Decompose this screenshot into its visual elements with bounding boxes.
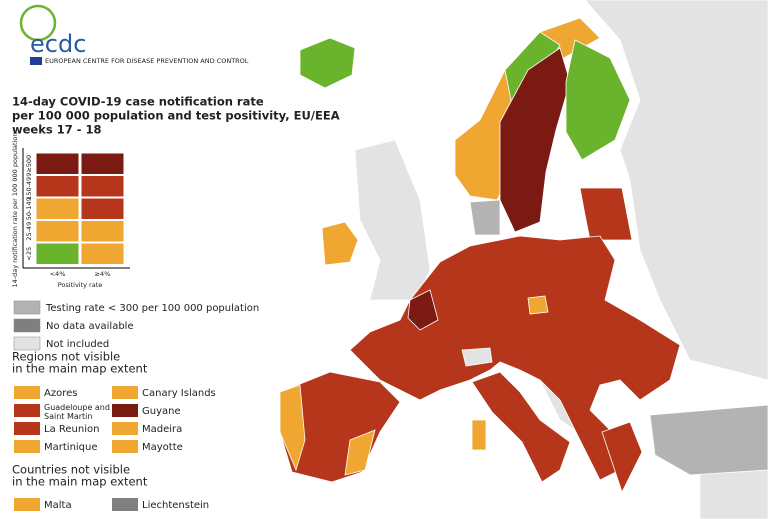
legend-swatch [13,318,41,333]
title-line: per 100 000 population and test positivi… [12,109,340,123]
legend-panel: 14-day COVID-19 case notification ratepe… [11,95,340,511]
matrix-cell [35,242,80,265]
region-label: Madeira [142,424,182,435]
map [279,0,768,519]
row-label: 25-49 [25,222,33,241]
region-swatch [14,386,40,399]
section-heading: in the main map extent [12,475,148,489]
title-line: 14-day COVID-19 case notification rate [12,95,264,109]
legend-label: No data available [46,321,134,332]
logo-globe [19,4,57,42]
region-swatch [112,422,138,435]
logo: ecdc EUROPEAN CENTRE FOR DISEASE PREVENT… [19,4,249,65]
section-heading: Countries not visible [12,463,130,477]
column-label: ≥4% [95,270,111,278]
region-swatch [14,404,40,417]
section-heading: Regions not visible [12,350,120,364]
legend-swatch [13,336,41,351]
region-label: Liechtenstein [142,500,209,511]
title-line: weeks 17 - 18 [12,123,102,137]
matrix-cell [80,220,125,243]
row-label: ≥500 [25,155,33,173]
matrix-cell [80,175,125,198]
row-label: 150-499 [25,173,33,200]
matrix-cell [35,152,80,175]
matrix-cell [35,220,80,243]
row-label: 50-149 [25,197,33,220]
legend-swatch [13,300,41,315]
region-label: Martinique [44,442,98,453]
logo-name: ecdc [30,30,86,58]
y-axis-label: 14-day notification rate per 100 000 pop… [11,133,19,288]
region-label: Canary Islands [142,388,216,399]
matrix-cell [80,242,125,265]
matrix-cell [80,197,125,220]
region-swatch [14,498,40,511]
matrix-cell [80,152,125,175]
x-axis-label: Positivity rate [58,281,103,289]
region-swatch [112,386,138,399]
region-label: Mayotte [142,442,183,453]
logo-subtitle: EUROPEAN CENTRE FOR DISEASE PREVENTION A… [45,57,249,65]
region-swatch [14,422,40,435]
region-swatch [14,440,40,453]
matrix-cell [35,197,80,220]
region-swatch [112,498,138,511]
matrix-cell [35,175,80,198]
region-swatch [112,404,138,417]
region-swatch [112,440,138,453]
region-label: Azores [44,388,77,399]
eu-flag [30,57,42,65]
region-label: Guadeloupe and Saint Martin [44,403,110,421]
legend-label: Not included [46,339,109,350]
row-label: <25 [25,247,33,261]
section-heading: in the main map extent [12,362,148,376]
region-label: La Reunion [44,424,99,435]
legend-label: Testing rate < 300 per 100 000 populatio… [45,303,259,314]
region-label: Guyane [142,406,181,417]
column-label: <4% [50,270,66,278]
region-label: Malta [44,500,72,511]
